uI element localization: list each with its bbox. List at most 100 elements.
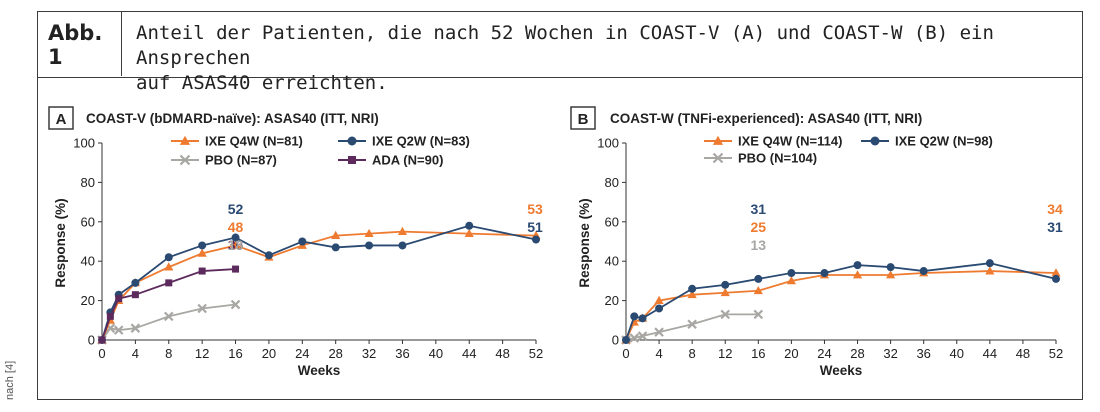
y-tick-label: 100 (597, 136, 619, 151)
x-tick-label: 36 (916, 346, 930, 361)
data-point (131, 278, 140, 287)
data-point (630, 312, 639, 321)
chart-title: COAST-V (bDMARD-naïve): ASAS40 (ITT, NRI… (86, 111, 379, 126)
y-tick-label: 20 (605, 293, 619, 308)
panel-label: A (56, 111, 67, 128)
data-point (532, 235, 540, 244)
data-point (985, 259, 994, 268)
data-point (886, 270, 896, 279)
x-tick-label: 24 (295, 346, 309, 361)
data-label: 52 (228, 201, 244, 217)
legend-label: IXE Q2W (N=83) (372, 134, 470, 149)
x-tick-label: 28 (850, 346, 864, 361)
y-tick-label: 60 (81, 214, 95, 229)
panel-label-box (570, 106, 596, 130)
data-point (230, 240, 241, 249)
data-point (638, 314, 647, 323)
data-point (1052, 274, 1060, 283)
x-axis-label: Weeks (820, 363, 863, 378)
data-point (654, 295, 664, 304)
data-label: 51 (527, 219, 543, 235)
y-tick-label: 40 (81, 254, 95, 269)
data-point (622, 336, 630, 344)
data-point (232, 265, 240, 273)
data-point (164, 253, 173, 262)
chart-panel-b: B COAST-W (TNFi-experienced): ASAS40 (ITT… (570, 106, 1063, 378)
data-point (919, 267, 928, 276)
legend-item: IXE Q2W (N=98) (861, 134, 993, 149)
x-tick-label: 0 (622, 346, 629, 361)
data-point (164, 262, 174, 271)
data-label: 31 (751, 201, 767, 217)
x-tick-label: 0 (98, 346, 105, 361)
data-label: 48 (228, 219, 244, 235)
y-axis-label: Response (%) (53, 198, 68, 287)
y-tick-label: 40 (605, 254, 619, 269)
panel-label: B (578, 111, 589, 128)
x-tick-label: 16 (751, 346, 765, 361)
data-point (1051, 268, 1061, 277)
x-tick-label: 4 (132, 346, 139, 361)
y-tick-label: 100 (73, 136, 95, 151)
x-tick-label: 32 (362, 346, 376, 361)
legend-marker (712, 135, 724, 145)
data-point (464, 228, 474, 238)
legend-label: PBO (N=87) (205, 153, 277, 168)
data-label: 53 (527, 201, 543, 217)
y-tick-label: 20 (81, 293, 95, 308)
legend-item: PBO (N=104) (704, 151, 817, 166)
y-tick-label: 80 (605, 175, 619, 190)
x-tick-label: 36 (395, 346, 409, 361)
data-point (197, 303, 207, 314)
data-point (687, 319, 697, 330)
x-tick-label: 44 (462, 346, 476, 361)
legend-label: IXE Q2W (N=98) (895, 134, 993, 149)
x-tick-label: 4 (655, 346, 662, 361)
data-point (465, 221, 474, 230)
data-point (131, 291, 139, 299)
panel-label-box (48, 106, 74, 130)
data-point (365, 241, 374, 250)
x-tick-label: 48 (495, 346, 509, 361)
x-tick-label: 52 (529, 346, 543, 361)
data-point (98, 336, 106, 344)
figure-frame: Abb. 1 Anteil der Patienten, die nach 52… (37, 11, 1083, 400)
x-tick-label: 20 (784, 346, 798, 361)
x-tick-label: 52 (1049, 346, 1063, 361)
x-tick-label: 40 (429, 346, 443, 361)
x-tick-label: 16 (228, 346, 242, 361)
data-point (787, 269, 796, 278)
chart-panel-a: A COAST-V (bDMARD-naïve): ASAS40 (ITT, NR… (48, 106, 543, 378)
x-tick-label: 8 (165, 346, 172, 361)
data-point (130, 323, 141, 333)
legend-label: IXE Q4W (N=81) (205, 134, 303, 149)
series-line (625, 270, 1057, 341)
data-point (163, 311, 174, 322)
x-tick-label: 44 (983, 346, 997, 361)
data-point (985, 266, 995, 275)
x-tick-label: 20 (262, 346, 276, 361)
data-point (264, 251, 273, 260)
data-point (398, 241, 407, 250)
data-point (298, 237, 307, 246)
data-point (115, 295, 123, 303)
data-point (786, 276, 796, 285)
x-axis-label: Weeks (298, 363, 341, 378)
data-label: 31 (1047, 219, 1063, 235)
data-point (197, 248, 207, 257)
data-point (753, 309, 764, 320)
legend-marker (348, 156, 356, 164)
y-axis-label: Response (%) (577, 198, 592, 287)
data-point (886, 263, 895, 272)
data-point (721, 280, 730, 289)
figure-label: Abb. 1 (38, 12, 122, 76)
data-point (331, 230, 341, 239)
data-point (165, 279, 173, 287)
x-tick-label: 48 (1016, 346, 1030, 361)
data-point (754, 274, 763, 283)
data-point (198, 241, 207, 250)
figure-header: Abb. 1 Anteil der Patienten, die nach 52… (38, 12, 1082, 94)
data-point (687, 289, 697, 299)
data-label: 34 (1047, 201, 1063, 217)
